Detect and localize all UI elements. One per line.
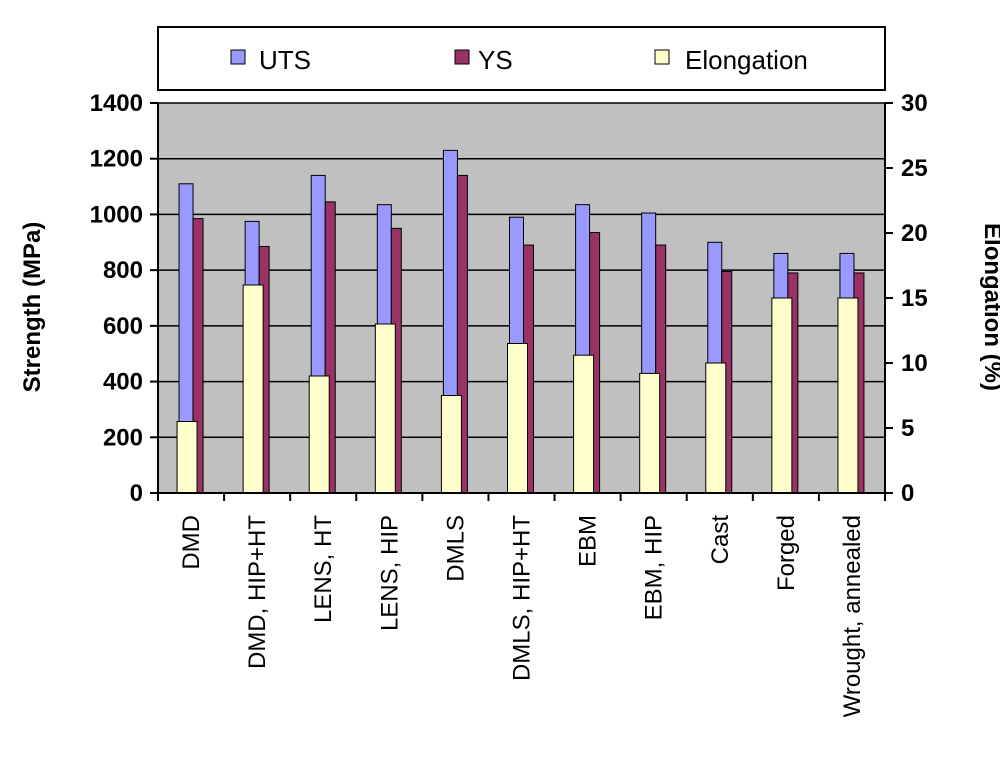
bar-group-dmls-hip-ht	[507, 216, 534, 494]
left-tick-label: 200	[103, 424, 143, 451]
bar-group-ebm-hip	[639, 212, 667, 494]
left-tick-label: 600	[103, 313, 143, 340]
legend-swatch-elongation	[654, 49, 670, 65]
bar-elongation	[374, 323, 396, 494]
bar-elongation	[176, 421, 198, 494]
right-tick-label: 30	[901, 90, 928, 117]
category-label: EBM, HIP	[641, 515, 668, 620]
bar-elongation	[440, 395, 462, 494]
bar-group-wrought-annealed	[837, 252, 865, 494]
bar-group-dmd	[176, 183, 204, 494]
legend-label-uts: UTS	[259, 45, 311, 75]
bar-group-forged	[771, 252, 799, 494]
bar-elongation	[771, 297, 793, 494]
bar-elongation	[242, 284, 264, 494]
category-label: Wrought, annealed	[839, 515, 866, 717]
left-tick-label: 800	[103, 257, 143, 284]
left-tick-label: 1200	[90, 146, 143, 173]
category-label: LENS, HIP	[376, 515, 403, 631]
right-axis-title: Elongation (%)	[979, 223, 1000, 391]
right-tick-label: 25	[901, 155, 928, 182]
bar-elongation	[639, 372, 661, 494]
bar-group-lens-hip	[374, 204, 402, 494]
bar-group-ebm	[573, 204, 601, 494]
left-axis-title: Strength (MPa)	[19, 222, 46, 393]
right-tick-label: 0	[901, 480, 914, 507]
legend-box	[157, 26, 886, 91]
bar-elongation	[308, 375, 330, 494]
bar-group-dmls	[440, 149, 468, 494]
bar-elongation	[507, 343, 528, 494]
left-axis-ticks: 0 200 400 600 800 1000 1200 1400	[90, 90, 158, 507]
right-axis-ticks: 0 5 10 15 20 25 30	[885, 90, 928, 507]
category-label: Forged	[773, 515, 800, 591]
category-label: DMLS	[442, 515, 469, 582]
bar-groups	[176, 149, 865, 494]
legend-swatch-ys	[454, 49, 470, 65]
legend-label-ys: YS	[478, 45, 513, 75]
right-tick-label: 5	[901, 415, 914, 442]
legend-swatch-uts	[230, 49, 246, 65]
category-label: DMLS, HIP+HT	[509, 515, 536, 681]
bar-elongation	[573, 354, 595, 494]
left-tick-label: 1000	[90, 201, 143, 228]
right-tick-label: 15	[901, 285, 928, 312]
legend: UTS YS Elongation	[157, 26, 886, 91]
bar-group-lens-ht	[308, 174, 336, 494]
bar-group-cast	[705, 241, 733, 494]
category-label: LENS, HT	[310, 515, 337, 623]
category-ticks	[157, 493, 886, 501]
left-tick-label: 1400	[90, 90, 143, 117]
right-tick-label: 10	[901, 350, 928, 377]
bar-elongation	[705, 362, 727, 494]
left-tick-label: 400	[103, 369, 143, 396]
right-tick-label: 20	[901, 220, 928, 247]
category-labels: DMD DMD, HIP+HT LENS, HT LENS, HIP DMLS DMLS,…	[178, 515, 866, 718]
bar-group-dmd-hip-ht	[242, 220, 270, 494]
category-label: EBM	[575, 515, 602, 567]
category-label: DMD	[178, 515, 205, 570]
category-label: DMD, HIP+HT	[244, 515, 271, 669]
category-label: Cast	[707, 515, 734, 565]
legend-label-elongation: Elongation	[685, 45, 808, 75]
left-tick-label: 0	[130, 480, 143, 507]
bar-elongation	[837, 297, 859, 494]
